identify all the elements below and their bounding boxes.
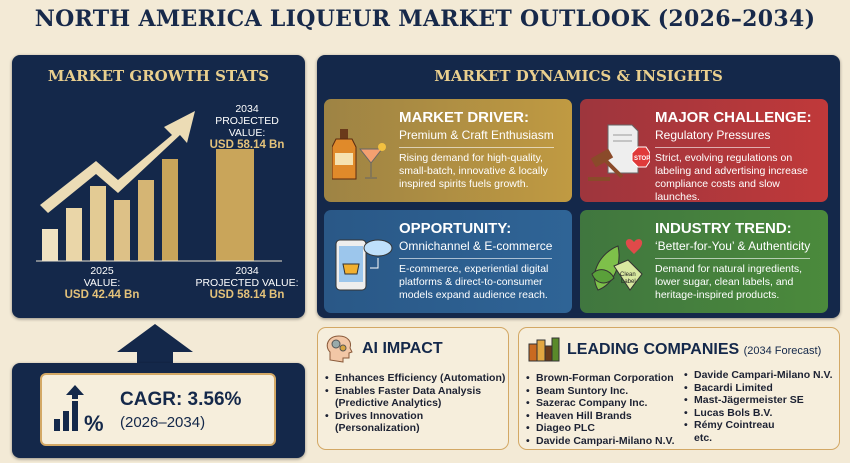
card-description: E-commerce, experiential digital platfor… <box>399 263 549 301</box>
company-item: Davide Campari-Milano N.V. <box>525 435 674 448</box>
list-item: (Predictive Analytics) <box>335 397 442 409</box>
market-growth-panel: MARKET GROWTH STATS 2034 PROJECTED VALUE… <box>12 55 305 318</box>
company-item: Sazerac Company Inc. <box>525 397 674 410</box>
list-item: Enables Faster Data Analysis <box>324 385 505 398</box>
year: 2025 <box>90 265 114 277</box>
bar <box>138 180 154 261</box>
card-subtitle: ‘Better-for-You’ & Authenticity <box>655 239 811 259</box>
gavel-stop-document-icon: STOP <box>588 124 650 181</box>
company-item: Rémy Cointreau <box>683 419 832 432</box>
bar <box>114 200 130 261</box>
growth-heading: MARKET GROWTH STATS <box>47 67 270 85</box>
card-subtitle: Omnichannel & E-commerce <box>399 239 553 259</box>
card-subtitle: Regulatory Pressures <box>655 128 771 148</box>
bottles-icon <box>528 337 560 362</box>
value: USD 58.14 Bn <box>209 289 285 301</box>
major-challenge-card: STOP MAJOR CHALLENGE: Regulatory Pressur… <box>580 99 828 202</box>
companies-list-right: Davide Campari-Milano N.V.Bacardi Limite… <box>683 369 832 444</box>
company-item: etc. <box>694 431 713 444</box>
list-item: (Personalization) <box>335 422 420 434</box>
caption: VALUE: <box>83 277 121 289</box>
caption: PROJECTED VALUE: <box>195 277 299 289</box>
companies-list-left: Brown-Forman CorporationBeam Suntory Inc… <box>525 372 674 447</box>
card-title: MAJOR CHALLENGE: <box>655 109 812 126</box>
svg-text:%: % <box>84 411 104 435</box>
card-title: INDUSTRY TREND: <box>655 220 792 237</box>
company-item: Mast-Jägermeister SE <box>683 394 832 407</box>
ai-impact-box: AI IMPACT Enhances Efficiency (Automatio… <box>317 327 509 450</box>
leading-companies-box: LEADING COMPANIES (2034 Forecast) Brown-… <box>518 327 840 450</box>
bar <box>42 229 58 261</box>
cagr-value: CAGR: 3.56% <box>120 389 242 410</box>
company-item: Beam Suntory Inc. <box>525 385 674 398</box>
2025-value-label: 2025 VALUE: USD 42.44 Bn <box>52 265 152 301</box>
company-item: Brown-Forman Corporation <box>525 372 674 385</box>
phone-cart-cloud-icon <box>335 239 393 291</box>
dynamics-heading: MARKET DYNAMICS & INSIGHTS <box>434 67 723 85</box>
liquor-bottle-cocktail-icon <box>332 129 386 180</box>
company-item: Lucas Bols B.V. <box>683 407 832 420</box>
page-title: NORTH AMERICA LIQUEUR MARKET OUTLOOK (20… <box>34 6 816 32</box>
card-title: MARKET DRIVER: <box>399 109 529 126</box>
bar-chart-percent-icon: % <box>54 385 104 435</box>
top-projection-label: 2034 PROJECTED VALUE: USD 58.14 Bn <box>197 103 297 151</box>
cagr-panel: % CAGR: 3.56% (2026–2034) <box>12 363 305 458</box>
brain-gears-icon <box>326 335 353 363</box>
growth-arrow-icon <box>40 111 195 213</box>
year: 2034 <box>235 103 259 115</box>
ai-impact-list: Enhances Efficiency (Automation) Enables… <box>324 372 505 435</box>
caption: PROJECTED VALUE: <box>215 115 279 139</box>
svg-text:Label: Label <box>621 279 636 285</box>
card-description: Strict, evolving regulations on labeling… <box>655 152 808 202</box>
company-item: Bacardi Limited <box>683 382 832 395</box>
ai-impact-heading: AI IMPACT <box>362 340 443 357</box>
bar <box>162 159 178 261</box>
up-arrow-icon <box>117 324 193 367</box>
list-item: Enhances Efficiency (Automation) <box>324 372 505 385</box>
market-driver-card: MARKET DRIVER: Premium & Craft Enthusias… <box>324 99 572 202</box>
industry-trend-card: Clean Label INDUSTRY TREND: ‘Better-for-Y… <box>580 210 828 313</box>
list-item: Drives Innovation <box>324 410 505 423</box>
company-item: Davide Campari-Milano N.V. <box>683 369 832 382</box>
company-item: Diageo PLC <box>525 422 674 435</box>
cagr-period: (2026–2034) <box>120 414 206 431</box>
company-item: Heaven Hill Brands <box>525 410 674 423</box>
cagr-box: % CAGR: 3.56% (2026–2034) <box>40 373 276 446</box>
growth-bar-graphic <box>36 111 282 262</box>
bar-2034 <box>216 149 254 261</box>
bar <box>90 186 106 261</box>
card-title: OPPORTUNITY: <box>399 220 512 237</box>
svg-text:STOP: STOP <box>634 156 650 162</box>
card-subtitle: Premium & Craft Enthusiasm <box>399 128 554 148</box>
companies-heading: LEADING COMPANIES (2034 Forecast) <box>567 341 821 359</box>
svg-text:Clean: Clean <box>620 272 636 278</box>
2034-value-label: 2034 PROJECTED VALUE: USD 58.14 Bn <box>192 265 302 301</box>
year: 2034 <box>235 265 259 277</box>
opportunity-card: OPPORTUNITY: Omnichannel & E-commerce E-… <box>324 210 572 313</box>
bar <box>66 208 82 261</box>
card-description: Demand for natural ingredients, lower su… <box>655 263 803 301</box>
companies-title: LEADING COMPANIES <box>567 341 740 358</box>
card-description: Rising demand for high-quality, small-ba… <box>399 152 548 190</box>
companies-note: (2034 Forecast) <box>743 345 822 357</box>
value: USD 58.14 Bn <box>209 139 285 151</box>
value: USD 42.44 Bn <box>64 289 140 301</box>
